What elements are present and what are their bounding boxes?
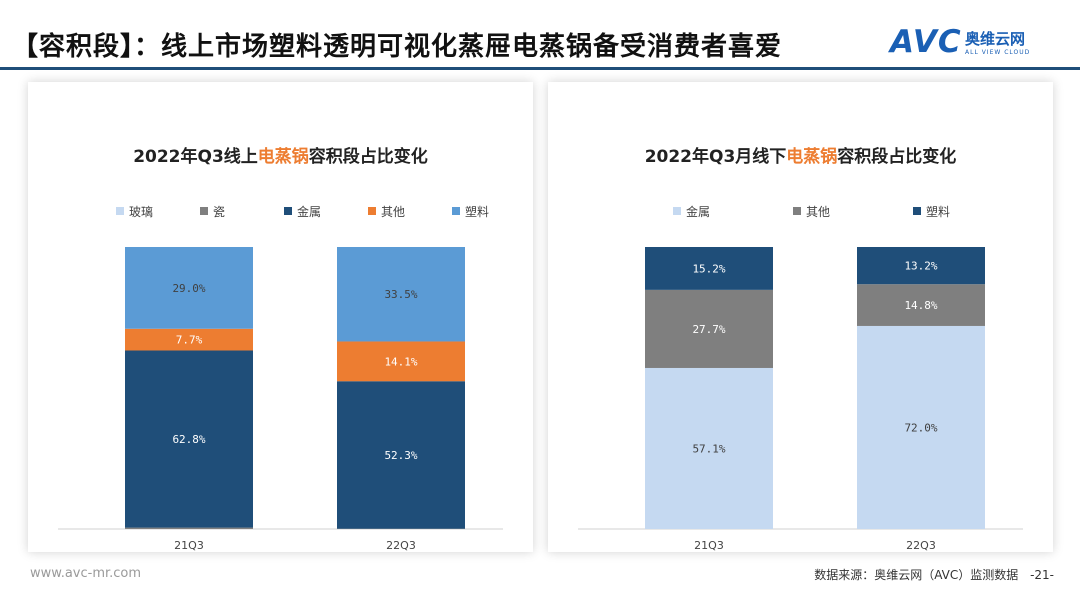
legend-label: 其他 <box>381 205 405 219</box>
header-divider <box>0 67 1080 70</box>
bar-segment <box>125 350 253 528</box>
bar-segment <box>125 527 253 529</box>
bar-segment <box>337 341 465 382</box>
bar-segment <box>645 247 773 290</box>
bar-segment <box>125 328 253 351</box>
data-source: 数据来源：奥维云网（AVC）监测数据 <box>814 568 1019 582</box>
bar-segment <box>857 284 985 326</box>
bar-segment <box>645 289 773 368</box>
legend-label: 瓷 <box>213 205 225 219</box>
data-label: 72.0% <box>904 421 937 434</box>
data-label: 62.8% <box>172 433 205 446</box>
legend-swatch <box>673 207 681 215</box>
chart-title: 2022年Q3线上电蒸锅容积段占比变化 <box>133 146 428 167</box>
legend-swatch <box>284 207 292 215</box>
logo-mark: AVC <box>890 24 962 60</box>
chart-title: 2022年Q3月线下电蒸锅容积段占比变化 <box>645 146 957 167</box>
legend-label: 金属 <box>297 204 321 219</box>
data-label: 7.7% <box>176 334 203 347</box>
legend-swatch <box>793 207 801 215</box>
online-chart-panel: 2022年Q3线上电蒸锅容积段占比变化玻璃瓷金属其他塑料0.5%62.8%7.7… <box>28 82 533 552</box>
online-chart: 2022年Q3线上电蒸锅容积段占比变化玻璃瓷金属其他塑料0.5%62.8%7.7… <box>58 146 503 552</box>
legend-swatch <box>116 207 124 215</box>
category-label: 22Q3 <box>906 539 936 552</box>
data-label: 29.0% <box>172 282 205 295</box>
data-label: 52.3% <box>384 449 417 462</box>
bar-segment <box>337 381 465 529</box>
data-label: 33.5% <box>384 288 417 301</box>
footer-source: 数据来源：奥维云网（AVC）监测数据 -21- <box>814 566 1054 583</box>
offline-chart-panel: 2022年Q3月线下电蒸锅容积段占比变化金属 其他 塑料 57.1% 27.7% 15.2… <box>548 82 1053 552</box>
legend-swatch <box>452 207 460 215</box>
legend-swatch <box>913 207 921 215</box>
logo-name: 奥维云网 <box>965 30 1026 48</box>
legend-label: 塑料 <box>465 204 489 219</box>
website-link[interactable]: www.avc-mr.com <box>30 566 142 581</box>
legend-swatch <box>368 207 376 215</box>
data-label: 13.2% <box>904 260 937 273</box>
data-label: 14.1% <box>384 355 417 368</box>
legend-label: 塑料 <box>926 204 950 219</box>
bar-segment <box>337 247 465 342</box>
legend-label: 玻璃 <box>129 205 153 219</box>
bar-segment <box>857 247 985 285</box>
legend-swatch <box>200 207 208 215</box>
data-label: 14.8% <box>904 299 937 312</box>
data-label: 15.2% <box>692 262 725 275</box>
category-label: 21Q3 <box>694 539 724 552</box>
category-label: 21Q3 <box>174 539 204 552</box>
page-number: -21- <box>1030 568 1054 582</box>
bar-segment <box>645 367 773 529</box>
data-label: 57.1% <box>692 442 725 455</box>
bar-segment <box>125 247 253 329</box>
page-title: 【容积段】：线上市场塑料透明可视化蒸屉电蒸锅备受消费者喜爱 <box>12 32 783 62</box>
logo-subtitle: ALL VIEW CLOUD <box>965 49 1031 56</box>
avc-logo: AVC 奥维云网 ALL VIEW CLOUD <box>890 24 1060 64</box>
legend-label: 其他 <box>806 205 830 219</box>
legend-label: 金属 <box>686 204 710 219</box>
category-label: 22Q3 <box>386 539 416 552</box>
bar-segment <box>857 325 985 529</box>
data-label: 27.7% <box>692 323 725 336</box>
